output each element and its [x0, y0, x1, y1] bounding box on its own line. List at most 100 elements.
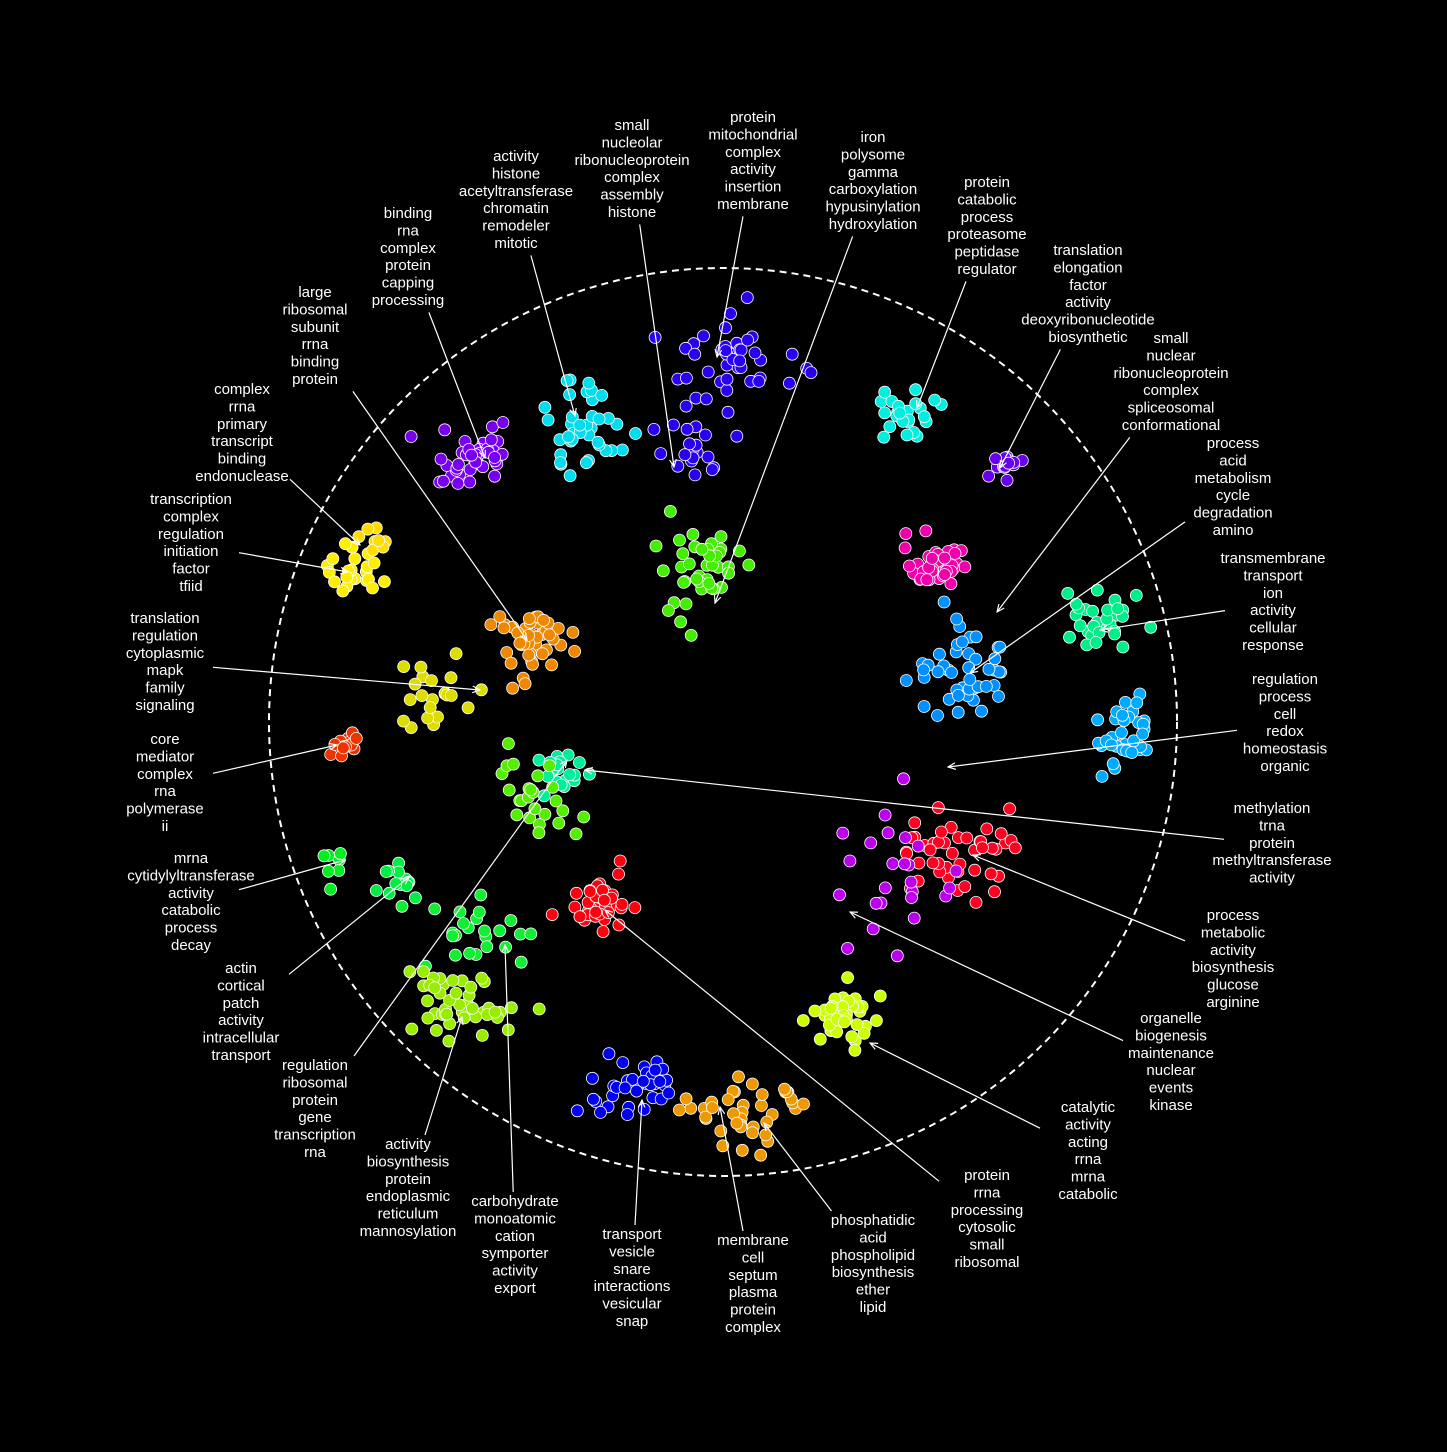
cluster-label-word: activity: [493, 148, 539, 165]
point-regulation-redox: [1095, 770, 1109, 783]
cluster-label-word: activity: [1249, 870, 1295, 887]
point-transcription-complex: [336, 584, 350, 598]
cluster-label-carbohydrate-monoatomic: carbohydrate monoatomic cation symporter act…: [471, 1193, 559, 1297]
point-protein-rrna-processing: [573, 910, 587, 924]
cluster-label-word: protein: [385, 1171, 431, 1188]
point-catalytic-activity: [838, 1015, 851, 1029]
boundary-circle: [268, 267, 1178, 1177]
point-large-ribosomal: [568, 645, 581, 658]
cluster-label-word: ribosomal: [282, 301, 347, 318]
point-process-metabolic: [935, 825, 948, 839]
cluster-label-word: cytidylyltransferase: [127, 867, 255, 884]
cluster-label-word: catalytic: [1061, 1099, 1116, 1116]
cluster-label-word: metabolism: [1195, 470, 1272, 487]
point-transport-vesicle: [616, 1056, 630, 1069]
cluster-label-phosphatidic-acid: phosphatidic acid phospholipid biosynthesis…: [831, 1212, 916, 1316]
cluster-label-word: methylation: [1234, 800, 1311, 817]
cluster-label-word: redox: [1266, 723, 1304, 740]
point-catalytic-activity: [873, 989, 887, 1003]
cluster-label-word: protein: [730, 109, 776, 126]
cluster-label-protein-catabolic: protein catabolic process proteasome peptida…: [947, 174, 1026, 278]
cluster-label-word: tfiid: [179, 578, 202, 595]
leader-arrow-binding-rna: [428, 312, 485, 458]
point-process-acid: [917, 700, 931, 713]
point-iron-polysome: [673, 533, 686, 547]
point-process-acid: [931, 709, 944, 722]
point-transmembrane-transport: [1063, 630, 1076, 644]
point-process-metabolic: [945, 847, 959, 860]
point-process-acid: [979, 680, 993, 693]
point-transmembrane-transport: [1108, 627, 1121, 641]
point-membrane-cell: [746, 1126, 759, 1140]
point-activity-biosynthesis: [488, 1005, 502, 1019]
point-transcription-complex: [328, 575, 341, 589]
point-transport-vesicle: [637, 1103, 651, 1116]
point-protein-rrna-processing: [597, 893, 611, 907]
point-process-acid: [962, 661, 976, 675]
point-activity-biosynthesis: [532, 1002, 546, 1016]
point-process-metabolic: [984, 867, 998, 881]
point-protein-mitochondrial: [720, 372, 734, 386]
point-activity-biosynthesis: [504, 1001, 518, 1015]
cluster-label-word: ether: [856, 1282, 890, 1299]
point-protein-rrna-processing: [583, 885, 597, 898]
cluster-label-word: iron: [860, 129, 885, 146]
cluster-label-word: activity: [168, 885, 214, 902]
cluster-label-word: transport: [211, 1047, 271, 1064]
cluster-label-word: core: [150, 731, 179, 748]
cluster-label-word: activity: [1210, 942, 1256, 959]
point-translation-regulation: [397, 660, 411, 673]
point-translation-elongation: [982, 469, 995, 483]
cluster-label-word: cytosolic: [958, 1219, 1016, 1236]
cluster-label-word: carbohydrate: [471, 1193, 559, 1210]
cluster-label-word: organic: [1260, 758, 1310, 775]
point-small-nucleolar: [699, 428, 712, 442]
cluster-label-word: signaling: [135, 697, 194, 714]
point-protein-rrna-processing: [628, 901, 642, 914]
point-phosphatidic-acid: [755, 1099, 768, 1112]
cluster-label-translation-regulation: translation regulation cytoplasmic mapk fami…: [126, 610, 205, 714]
point-process-acid: [969, 630, 983, 644]
cluster-label-translation-elongation: translation elongation factor activity deoxy…: [1021, 242, 1154, 346]
cluster-label-word: family: [145, 680, 185, 697]
point-carbohydrate-monoatomic: [453, 905, 467, 919]
leader-arrow-core-mediator: [212, 745, 337, 774]
cluster-label-word: septum: [728, 1267, 777, 1284]
point-small-nucleolar: [647, 422, 661, 436]
point-transport-vesicle: [594, 1106, 607, 1119]
point-large-ribosomal: [522, 612, 536, 625]
point-protein-mitochondrial: [752, 374, 766, 388]
point-process-metabolic: [923, 843, 937, 857]
point-carbohydrate-monoatomic: [472, 905, 486, 919]
cluster-label-word: interactions: [594, 1278, 671, 1295]
point-large-ribosomal: [536, 647, 549, 661]
leader-arrow-process-acid: [970, 521, 1186, 673]
point-membrane-cell: [679, 1092, 693, 1106]
cluster-label-word: ribonucleoprotein: [574, 152, 689, 169]
point-protein-mitochondrial: [701, 365, 715, 379]
point-regulation-redox: [1125, 746, 1139, 759]
cluster-label-word: rrna: [229, 398, 256, 415]
point-binding-rna: [488, 469, 502, 483]
cluster-label-binding-rna: binding rna complex protein capping processin…: [372, 205, 445, 309]
cluster-label-word: mapk: [147, 662, 184, 679]
point-carbohydrate-monoatomic: [395, 899, 409, 913]
cluster-label-word: homeostasis: [1243, 741, 1327, 758]
point-process-metabolic: [968, 863, 982, 877]
point-translation-regulation: [414, 660, 428, 674]
point-protein-rrna-processing: [545, 908, 559, 921]
point-activity-biosynthesis: [421, 1011, 435, 1025]
point-regulation-ribosomal: [510, 808, 524, 822]
point-protein-mitochondrial: [720, 383, 734, 397]
cluster-label-word: subunit: [291, 319, 340, 336]
point-iron-polysome: [664, 504, 677, 518]
cluster-label-word: translation: [1053, 242, 1122, 259]
point-protein-catabolic: [878, 406, 892, 420]
cluster-label-word: nuclear: [1146, 1062, 1195, 1079]
leader-arrow-carbohydrate-monoatomic: [505, 945, 514, 1193]
point-organelle-biogenesis: [886, 857, 900, 870]
point-process-metabolic: [900, 847, 913, 860]
cluster-label-word: mrna: [174, 850, 209, 867]
leader-arrow-regulation-ribosomal: [353, 760, 567, 1057]
point-small-nucleolar: [705, 463, 719, 477]
